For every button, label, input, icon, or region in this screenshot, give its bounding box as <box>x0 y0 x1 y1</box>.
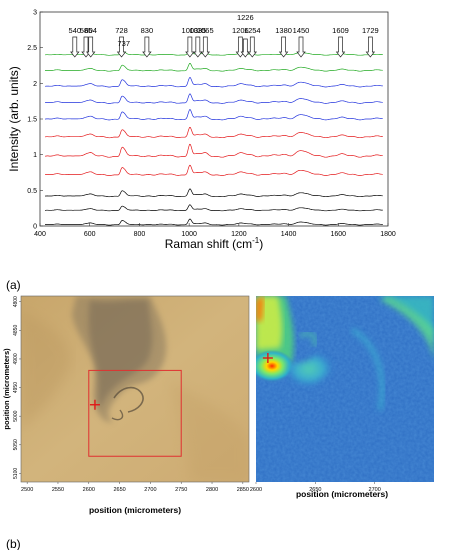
y-tick-label: 5100 <box>13 468 19 479</box>
x-tick-label: 2600 <box>83 487 95 493</box>
x-tick-label: 1400 <box>281 231 297 238</box>
spectrum-line <box>44 109 383 121</box>
optical-image-panel: 2500 2550 2600 2650 2700 2750 2800 2850 4800 485… <box>2 295 250 515</box>
crosshair-marker-icon <box>89 399 100 410</box>
peak-label: 604 <box>84 26 97 35</box>
optical-image-frame <box>20 295 250 483</box>
peak-arrow-icon <box>240 38 251 58</box>
y-axis-label: Intensity (arb. units) <box>7 66 21 171</box>
peak-arrow-icon <box>365 36 376 58</box>
peak-label: 1609 <box>332 26 349 35</box>
spectrum-line <box>44 63 383 72</box>
y-tick-label: 1.5 <box>27 117 37 124</box>
x-tick-label: 600 <box>84 231 96 238</box>
optical-x-axis-label: position (micrometers) <box>89 505 181 515</box>
spectrum-line <box>44 127 383 139</box>
x-axis-ticks: 400 600 800 1000 1200 1400 1600 1800 <box>34 223 396 238</box>
y-tick-label: 5000 <box>13 410 19 421</box>
x-tick-label: 1000 <box>181 231 197 238</box>
x-tick-label: 2850 <box>237 487 249 493</box>
x-tick-label: 1800 <box>380 231 396 238</box>
x-tick-label: 2550 <box>52 487 64 493</box>
x-tick-label: 2500 <box>21 487 33 493</box>
map-x-axis-ticks: 2600 2650 2700 <box>250 482 381 493</box>
peak-arrow-icon <box>142 36 152 58</box>
spectrum-line <box>44 143 383 158</box>
peak-arrow-icon <box>247 36 258 58</box>
y-tick-label: 4900 <box>13 353 19 364</box>
y-tick-label: 5050 <box>13 439 19 450</box>
x-tick-label: 1200 <box>231 231 247 238</box>
peak-arrow-icon <box>335 36 346 58</box>
peak-label: 1065 <box>197 26 214 35</box>
peak-arrow-icon <box>296 36 306 58</box>
peak-arrow-icon <box>278 36 289 58</box>
peak-label: 830 <box>141 26 154 35</box>
spectrum-line <box>44 77 383 88</box>
panel-label-b: (b) <box>6 537 21 550</box>
map-x-axis-label: position (micrometers) <box>296 489 388 499</box>
optical-x-axis-ticks: 2500 2550 2600 2650 2700 2750 2800 2850 <box>21 482 249 493</box>
y-tick-label: 2 <box>33 81 37 88</box>
panel-label-a: (a) <box>6 278 21 292</box>
optical-y-axis-ticks: 4800 4850 4900 4950 5000 5050 5100 <box>13 296 21 479</box>
peak-arrow-icon <box>200 36 211 58</box>
spectrum-line <box>44 93 383 104</box>
peak-arrow-icon <box>193 36 203 58</box>
y-tick-label: 3 <box>33 10 37 17</box>
x-tick-label: 800 <box>134 231 146 238</box>
x-tick-label: 1600 <box>330 231 346 238</box>
crosshair-marker-icon <box>262 353 273 363</box>
peak-label: 1729 <box>362 26 379 35</box>
peak-label: 585 <box>80 26 93 35</box>
peak-arrow-icon <box>185 36 195 58</box>
peak-label: 1003 <box>182 26 199 35</box>
peak-label: 1226 <box>237 13 254 22</box>
y-tick-label: 0 <box>33 224 37 231</box>
y-tick-label: 4850 <box>13 325 19 336</box>
y-tick-label: 0.5 <box>27 188 37 195</box>
x-axis-label: Raman shift (cm-1) <box>165 236 263 251</box>
peak-label: 540 <box>69 26 82 35</box>
peak-label: 728 <box>115 26 128 35</box>
x-tick-label: 2650 <box>309 487 321 493</box>
spectrum-line <box>44 164 383 176</box>
x-tick-label: 2650 <box>113 487 125 493</box>
peak-label: 737 <box>118 39 131 48</box>
spectrum-line <box>45 49 383 56</box>
peak-label: 1254 <box>244 26 261 35</box>
raman-map-panel: 2600 2650 2700 position (micrometers) <box>250 296 434 499</box>
x-tick-label: 400 <box>34 231 46 238</box>
x-tick-label: 2800 <box>206 487 218 493</box>
raman-heatmap <box>256 296 434 482</box>
spectrum-line <box>45 218 383 226</box>
spectrum-line <box>44 188 383 198</box>
x-tick-label: 2600 <box>250 487 262 493</box>
x-tick-label: 2700 <box>369 487 381 493</box>
peak-arrow-icon <box>70 36 80 58</box>
peak-arrow-icon <box>85 36 96 58</box>
x-tick-label: 2700 <box>144 487 156 493</box>
optical-image <box>21 296 249 482</box>
region-of-interest-box <box>88 369 182 457</box>
spectra-series-group <box>44 49 383 226</box>
peak-label: 1380 <box>275 26 292 35</box>
y-tick-label: 4800 <box>13 296 19 307</box>
optical-y-axis-label: position (micrometers) <box>2 348 11 430</box>
x-tick-label: 2750 <box>175 487 187 493</box>
peak-arrow-icon <box>116 36 127 58</box>
peak-label: 1206 <box>232 26 249 35</box>
y-tick-label: 2.5 <box>27 45 37 52</box>
peak-label: 1450 <box>293 26 310 35</box>
peak-label: 1035 <box>189 26 206 35</box>
y-tick-label: 1 <box>33 152 37 159</box>
y-axis-ticks: 0 0.5 1 1.5 2 2.5 3 <box>27 10 43 231</box>
y-tick-label: 4950 <box>13 382 19 393</box>
spectrum-line <box>44 204 383 212</box>
